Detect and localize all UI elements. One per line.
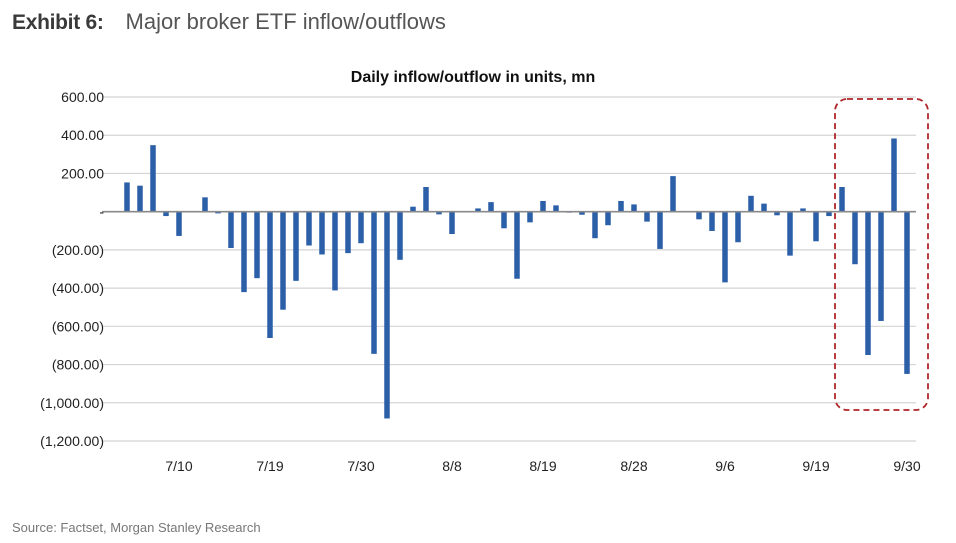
bar bbox=[852, 211, 858, 265]
highlight-box bbox=[834, 98, 929, 411]
bar bbox=[735, 211, 741, 243]
bar bbox=[722, 211, 728, 283]
bar bbox=[657, 211, 663, 249]
bar bbox=[592, 211, 598, 239]
bar bbox=[449, 211, 455, 235]
x-axis-labels: 7/10 7/19 7/30 8/8 8/19 8/28 9/6 9/19 9/30 bbox=[165, 458, 920, 474]
y-tick-label: (1,000.00) bbox=[40, 395, 104, 411]
y-axis-labels: 600.00 400.00 200.00 - (200.00) (400.00) (600.… bbox=[40, 89, 104, 449]
bar bbox=[306, 211, 312, 246]
bar bbox=[709, 211, 715, 231]
bar bbox=[215, 211, 221, 214]
x-tick-label: 8/28 bbox=[620, 458, 647, 474]
bar bbox=[228, 211, 234, 248]
chart-title: Daily inflow/outflow in units, mn bbox=[351, 69, 595, 86]
y-tick-label: 600.00 bbox=[61, 89, 104, 105]
bar bbox=[267, 211, 273, 338]
y-tick-label: (800.00) bbox=[52, 357, 104, 373]
bar bbox=[644, 211, 650, 222]
bar bbox=[514, 211, 520, 279]
bar bbox=[579, 211, 585, 215]
bar bbox=[865, 211, 871, 355]
bar bbox=[813, 211, 819, 242]
bar bbox=[436, 211, 442, 215]
y-tick-label: (400.00) bbox=[52, 280, 104, 296]
x-tick-label: 8/19 bbox=[529, 458, 556, 474]
bar bbox=[293, 211, 299, 281]
y-tick-label: - bbox=[99, 204, 104, 220]
bar bbox=[423, 187, 429, 212]
bar bbox=[553, 205, 559, 212]
bar bbox=[345, 211, 351, 254]
bar bbox=[241, 211, 247, 293]
bar bbox=[761, 203, 767, 212]
exhibit-number: Exhibit 6: bbox=[12, 11, 104, 34]
bar bbox=[137, 185, 143, 212]
bar bbox=[358, 211, 364, 244]
bar bbox=[787, 211, 793, 256]
bar bbox=[163, 211, 169, 217]
bar bbox=[696, 211, 702, 220]
x-tick-label: 7/30 bbox=[347, 458, 374, 474]
exhibit-title: Major broker ETF inflow/outflows bbox=[125, 9, 446, 34]
bar bbox=[488, 202, 494, 212]
bar bbox=[670, 176, 676, 212]
x-tick-label: 9/19 bbox=[802, 458, 829, 474]
y-tick-label: 400.00 bbox=[61, 127, 104, 143]
bar bbox=[891, 138, 897, 212]
bar bbox=[254, 211, 260, 279]
source-note: Source: Factset, Morgan Stanley Research bbox=[12, 520, 261, 535]
bar bbox=[332, 211, 338, 291]
y-tick-label: (200.00) bbox=[52, 242, 104, 258]
bar bbox=[176, 211, 182, 236]
x-tick-label: 7/19 bbox=[256, 458, 283, 474]
bars bbox=[124, 138, 910, 419]
bar bbox=[371, 211, 377, 354]
bar bbox=[384, 211, 390, 419]
bar bbox=[826, 211, 832, 217]
gridlines bbox=[102, 96, 916, 442]
bar bbox=[124, 182, 130, 212]
bar bbox=[878, 211, 884, 321]
bar bbox=[774, 211, 780, 216]
bar bbox=[605, 211, 611, 226]
bar bbox=[800, 208, 806, 212]
y-tick-label: (600.00) bbox=[52, 318, 104, 334]
x-tick-label: 9/30 bbox=[893, 458, 920, 474]
bar bbox=[475, 208, 481, 212]
bar bbox=[202, 197, 208, 212]
y-tick-label: 200.00 bbox=[61, 165, 104, 181]
bar bbox=[410, 206, 416, 212]
bar bbox=[748, 195, 754, 212]
bar bbox=[540, 200, 546, 212]
bar bbox=[397, 211, 403, 260]
bar bbox=[319, 211, 325, 255]
bar bbox=[150, 145, 156, 212]
bar bbox=[904, 211, 910, 374]
x-tick-label: 9/6 bbox=[715, 458, 735, 474]
bar bbox=[618, 200, 624, 212]
y-tick-label: (1,200.00) bbox=[40, 433, 104, 449]
bar bbox=[280, 211, 286, 310]
x-tick-label: 8/8 bbox=[442, 458, 462, 474]
x-tick-label: 7/10 bbox=[165, 458, 192, 474]
exhibit-header: Exhibit 6: Major broker ETF inflow/outflo… bbox=[12, 9, 446, 35]
bar bbox=[527, 211, 533, 223]
bar bbox=[631, 204, 637, 212]
bar bbox=[501, 211, 507, 229]
bar bbox=[839, 187, 845, 212]
